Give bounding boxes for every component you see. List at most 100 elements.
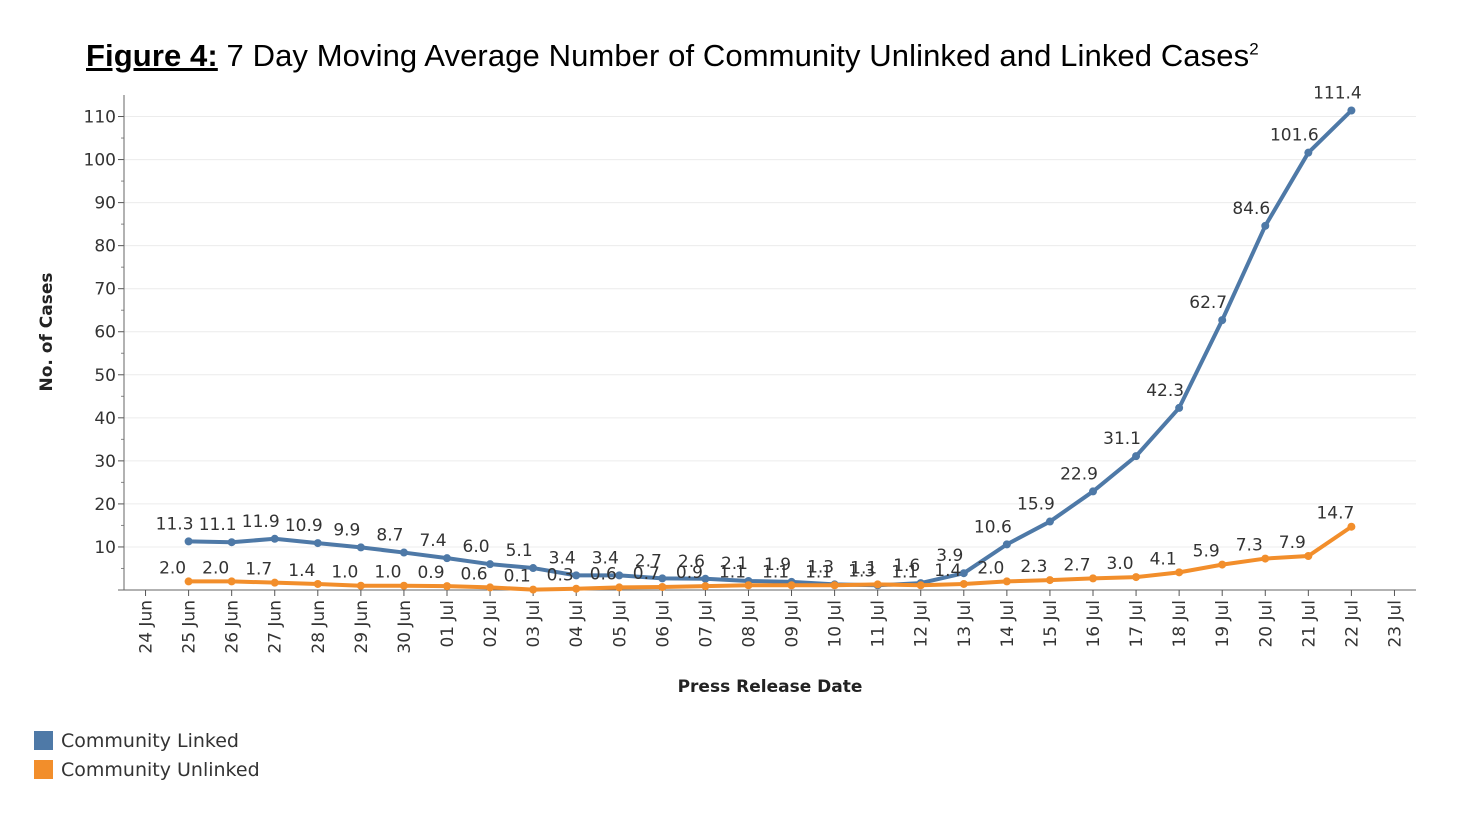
x-tick-label: 08 Jul — [739, 600, 759, 648]
data-point — [1175, 403, 1184, 412]
series-lines — [184, 106, 1356, 594]
data-point — [916, 581, 925, 590]
legend-item-unlinked[interactable]: Community Unlinked — [34, 755, 260, 784]
data-label: 7.3 — [1236, 536, 1263, 556]
line-chart: 10 20 30 40 50 60 70 80 90 100 110 24 Jun 25 Jun 26 J… — [37, 83, 1416, 697]
data-label: 1.1 — [850, 558, 877, 578]
data-label: 0.3 — [547, 566, 574, 586]
axes: 10 20 30 40 50 60 70 80 90 100 110 24 Jun 25 Jun 26 J… — [84, 95, 1416, 654]
data-label: 111.4 — [1313, 83, 1362, 103]
x-tick-label: 18 Jul — [1170, 600, 1190, 648]
data-point — [399, 581, 408, 590]
data-label: 6.0 — [463, 537, 490, 557]
data-point — [787, 581, 796, 590]
data-label: 3.0 — [1107, 554, 1134, 574]
x-tick-label: 14 Jul — [998, 600, 1018, 648]
y-tick-label: 80 — [94, 237, 116, 257]
data-label: 1.6 — [893, 556, 920, 576]
y-axis-title: No. of Cases — [37, 273, 57, 392]
data-point — [1089, 574, 1097, 583]
data-point — [744, 581, 753, 590]
data-label: 42.3 — [1146, 381, 1184, 401]
y-tick-label: 50 — [94, 366, 116, 386]
data-label: 1.4 — [934, 561, 961, 581]
data-point — [1045, 576, 1054, 585]
data-label: 3.9 — [936, 546, 963, 566]
x-tick-label: 10 Jul — [826, 600, 846, 648]
data-point — [313, 539, 322, 548]
data-point — [1132, 573, 1141, 582]
data-point — [1347, 106, 1356, 115]
data-point — [959, 579, 968, 588]
data-point — [1089, 487, 1097, 496]
data-label: 1.1 — [805, 562, 832, 582]
data-label: 5.1 — [506, 541, 533, 561]
data-label: 1.1 — [891, 562, 918, 582]
data-point — [443, 554, 451, 563]
data-point — [1347, 522, 1356, 531]
x-tick-label: 23 Jul — [1385, 600, 1405, 648]
data-label: 1.1 — [719, 562, 746, 582]
data-point — [1218, 316, 1227, 325]
data-point — [529, 585, 538, 594]
title-text: 7 Day Moving Average Number of Community… — [226, 38, 1250, 73]
x-tick-label: 25 Jun — [180, 600, 200, 654]
y-tick-label: 10 — [94, 538, 116, 558]
data-point — [1045, 517, 1054, 526]
data-label: 5.9 — [1193, 542, 1220, 562]
data-point — [615, 571, 624, 580]
data-label: 11.3 — [156, 514, 194, 534]
data-point — [184, 537, 193, 546]
data-label: 1.9 — [764, 555, 791, 575]
data-label: 0.1 — [504, 567, 531, 587]
x-tick-label: 15 Jul — [1041, 600, 1061, 648]
y-tick-label: 60 — [94, 323, 116, 343]
data-point — [1304, 148, 1313, 157]
data-point — [227, 538, 236, 547]
y-tick-label: 40 — [94, 409, 116, 429]
data-label: 11.1 — [199, 515, 237, 535]
data-label: 10.9 — [285, 516, 323, 536]
x-axis-title: Press Release Date — [678, 677, 863, 697]
data-point — [1002, 577, 1011, 586]
x-tick-label: 17 Jul — [1127, 600, 1147, 648]
data-labels: 11.3 11.1 11.9 10.9 9.9 8.7 7.4 6.0 5.1 3.4 3.4 2.7… — [156, 83, 1362, 586]
data-point — [1218, 560, 1227, 569]
data-label: 62.7 — [1189, 293, 1227, 313]
data-point — [1261, 221, 1270, 230]
x-tick-label: 11 Jul — [869, 600, 889, 648]
data-label: 9.9 — [333, 520, 360, 540]
x-tick-label: 24 Jun — [137, 600, 157, 654]
data-point — [1304, 551, 1313, 560]
data-label: 1.7 — [245, 560, 272, 580]
data-point — [572, 584, 581, 593]
x-tick-label: 29 Jun — [352, 600, 372, 654]
x-tick-label: 16 Jul — [1084, 600, 1104, 648]
data-point — [356, 581, 365, 590]
data-point — [658, 574, 667, 583]
data-label: 1.0 — [374, 563, 401, 583]
data-point — [443, 582, 451, 591]
data-label: 2.7 — [1063, 555, 1090, 575]
x-tick-label: 05 Jul — [610, 600, 630, 648]
x-tick-label: 09 Jul — [783, 600, 803, 648]
data-label: 10.6 — [974, 517, 1012, 537]
data-point — [615, 583, 624, 592]
x-tick-label: 27 Jun — [266, 600, 286, 654]
figure-number: Figure 4: — [86, 38, 218, 73]
x-tick-label: 21 Jul — [1299, 600, 1319, 648]
data-label: 1.1 — [762, 562, 789, 582]
legend-item-linked[interactable]: Community Linked — [34, 726, 260, 755]
data-label: 7.4 — [419, 531, 446, 551]
x-tick-label: 04 Jul — [567, 600, 587, 648]
legend-label-linked: Community Linked — [61, 729, 239, 752]
data-label: 2.0 — [202, 558, 229, 578]
data-point — [270, 534, 279, 543]
data-point — [830, 581, 839, 590]
y-tick-label: 20 — [94, 495, 116, 515]
data-label: 31.1 — [1103, 429, 1141, 449]
data-label: 2.0 — [159, 558, 186, 578]
data-point — [529, 564, 538, 573]
gridlines — [124, 116, 1416, 548]
data-label: 22.9 — [1060, 464, 1098, 484]
